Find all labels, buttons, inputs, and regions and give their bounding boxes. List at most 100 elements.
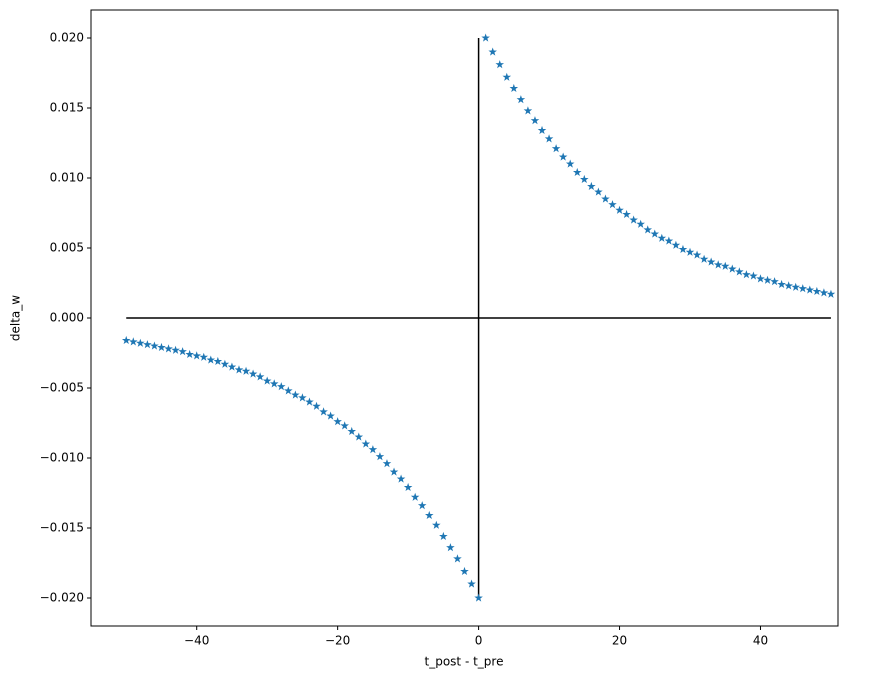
data-point xyxy=(150,341,159,350)
x-tick-label: 0 xyxy=(475,634,483,648)
data-point xyxy=(678,244,688,254)
data-point xyxy=(171,345,180,354)
data-point xyxy=(382,459,392,468)
data-point xyxy=(622,209,631,219)
data-point xyxy=(784,281,793,290)
data-point xyxy=(735,267,744,276)
data-point xyxy=(143,340,152,349)
data-point xyxy=(129,337,138,346)
data-point xyxy=(164,344,173,353)
data-point xyxy=(312,401,321,410)
data-point xyxy=(601,194,610,203)
data-point xyxy=(826,289,836,298)
data-point xyxy=(728,264,737,273)
data-point xyxy=(657,233,667,242)
data-point xyxy=(460,566,469,576)
data-point xyxy=(580,174,589,184)
data-point xyxy=(432,520,441,529)
data-point xyxy=(192,351,201,360)
data-point xyxy=(749,271,758,280)
data-point xyxy=(185,349,194,359)
x-tick-label: −40 xyxy=(184,634,209,648)
data-point xyxy=(509,83,519,93)
data-point xyxy=(319,407,328,416)
data-point xyxy=(361,439,371,448)
data-point xyxy=(770,277,779,286)
data-point xyxy=(608,200,617,209)
data-point xyxy=(453,554,462,563)
data-point xyxy=(389,467,399,476)
data-point xyxy=(530,116,540,125)
data-point xyxy=(248,369,258,378)
data-point xyxy=(516,95,526,104)
data-point xyxy=(720,261,730,270)
data-point xyxy=(157,342,166,352)
y-tick-label: −0.020 xyxy=(40,591,84,605)
data-point xyxy=(206,355,216,364)
data-point xyxy=(537,125,547,135)
data-point xyxy=(706,257,716,266)
data-point xyxy=(777,279,786,289)
data-point xyxy=(396,474,406,483)
data-point xyxy=(523,106,533,115)
data-point xyxy=(763,275,772,284)
data-point xyxy=(685,247,695,256)
data-point xyxy=(178,347,187,356)
data-point xyxy=(594,187,603,196)
x-axis-label: t_post - t_pre xyxy=(425,655,504,669)
data-point xyxy=(615,205,624,214)
data-point xyxy=(805,285,815,294)
data-point xyxy=(495,60,505,69)
data-point xyxy=(305,397,314,406)
data-point xyxy=(241,366,251,375)
y-tick-label: 0.020 xyxy=(50,31,84,45)
data-point xyxy=(798,284,808,293)
data-point xyxy=(502,72,512,81)
data-point xyxy=(255,372,265,381)
data-point xyxy=(227,362,237,371)
data-point xyxy=(375,452,385,461)
data-point xyxy=(671,240,681,249)
data-point xyxy=(742,270,751,279)
data-point xyxy=(439,531,448,541)
data-point xyxy=(643,225,653,234)
data-point xyxy=(333,417,342,426)
data-point xyxy=(291,390,300,399)
y-tick-label: −0.005 xyxy=(40,381,84,395)
y-tick-label: −0.015 xyxy=(40,521,84,535)
data-point xyxy=(791,282,800,291)
data-point xyxy=(347,426,357,436)
data-point xyxy=(424,510,434,520)
data-point xyxy=(446,543,455,552)
data-point xyxy=(756,274,765,283)
data-point xyxy=(276,382,286,391)
data-point xyxy=(199,352,209,361)
data-point xyxy=(636,219,645,228)
data-point xyxy=(587,181,596,191)
data-point xyxy=(481,33,490,42)
data-point xyxy=(410,492,420,501)
data-point xyxy=(262,376,272,385)
data-point xyxy=(213,356,223,366)
data-point xyxy=(326,411,335,420)
data-point xyxy=(558,152,568,161)
data-point xyxy=(551,144,561,153)
data-point xyxy=(340,421,349,430)
y-tick-label: 0.015 xyxy=(50,101,84,115)
data-point xyxy=(467,579,476,588)
x-tick-label: 40 xyxy=(753,634,768,648)
data-point xyxy=(417,501,427,510)
data-point xyxy=(368,445,378,454)
data-point xyxy=(699,254,709,263)
data-point xyxy=(664,236,674,245)
data-point xyxy=(565,159,575,168)
data-point xyxy=(572,167,582,177)
data-point xyxy=(121,335,131,345)
data-point xyxy=(692,250,702,259)
y-axis-label: delta_w xyxy=(9,295,23,341)
x-tick-label: 20 xyxy=(612,634,627,648)
y-tick-label: −0.010 xyxy=(40,451,84,465)
y-tick-label: 0.000 xyxy=(50,311,84,325)
